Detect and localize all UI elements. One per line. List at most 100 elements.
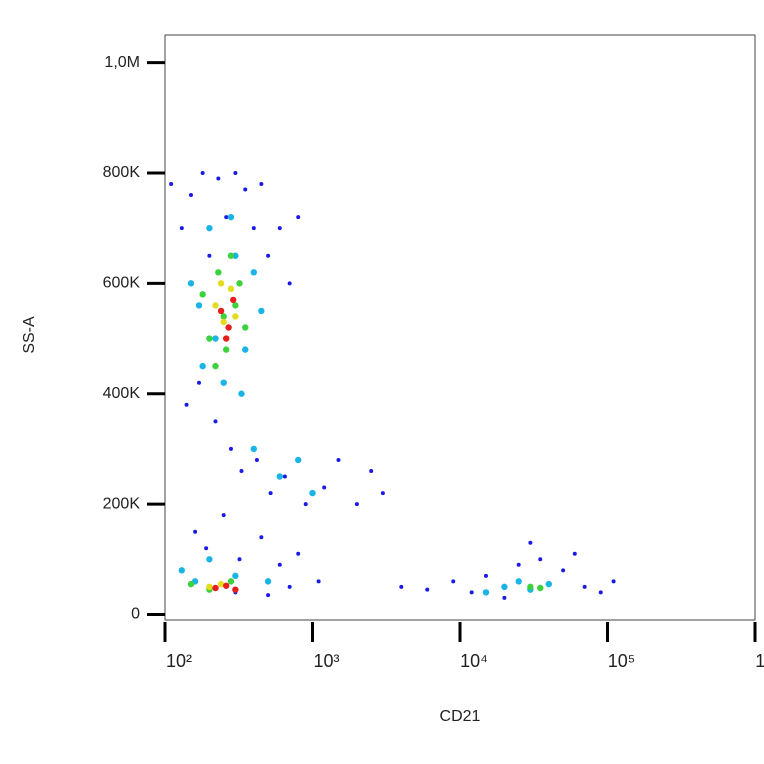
point [250,269,258,276]
point [287,281,292,286]
x-tick-label: 10⁴ [460,651,488,671]
x-tick-label: 10⁵ [608,651,635,671]
point [178,567,186,574]
x-tick-label: 10⁶ [755,651,764,671]
point [276,473,283,480]
point [296,215,301,220]
point [296,551,301,556]
point [380,491,385,496]
point [287,584,292,589]
point [238,390,245,397]
point [242,324,249,331]
point [282,474,287,479]
point [322,485,327,490]
point [206,335,213,342]
x-tick-label: 10³ [313,651,339,671]
point [212,302,219,309]
point [316,579,321,584]
point [220,313,227,320]
point [227,252,235,259]
point [223,582,230,589]
x-axis-title: CD21 [440,708,481,725]
point [528,540,533,545]
point [502,595,507,600]
x-tick-label: 10² [166,651,192,671]
point [309,489,316,497]
point [264,578,272,585]
point [227,213,235,221]
point [217,280,225,287]
point [258,307,265,315]
point [206,583,213,591]
point [232,302,239,309]
point [369,468,374,473]
point [483,573,488,578]
point [233,170,238,175]
point [237,557,242,562]
point [206,556,213,563]
point [215,269,222,276]
point [527,583,534,591]
point [236,280,243,287]
point [232,586,239,593]
point [220,318,227,326]
point [188,193,193,198]
point [230,296,237,304]
point [582,584,587,589]
point [193,529,198,534]
point [217,580,225,588]
point [561,568,566,573]
point [223,335,230,342]
point [207,253,212,258]
y-tick-label: 1,0M [104,54,140,71]
point [277,562,282,567]
y-tick-label: 800K [103,164,141,181]
point [537,584,544,592]
point [232,313,239,320]
point [259,535,264,540]
point [200,170,205,175]
point [212,584,219,592]
point [184,402,189,407]
point [266,253,271,258]
point [277,226,282,231]
point [354,502,359,507]
point [399,584,404,589]
point [217,307,225,315]
point [227,578,235,585]
point [225,324,232,331]
y-axis-title: SS-A [21,316,38,354]
point [212,362,219,370]
point [268,491,273,496]
point [239,468,244,473]
point [220,379,227,386]
point [425,587,430,592]
point [196,380,201,385]
point [224,215,229,220]
point [232,252,239,259]
point [336,457,341,462]
point [611,579,616,584]
point [538,557,543,562]
point [206,224,213,232]
point [254,457,259,462]
point [227,285,235,293]
plot-frame [164,34,756,621]
point [266,593,271,598]
point [250,445,258,453]
point [469,590,474,595]
point [216,176,221,181]
point [251,226,256,231]
point [212,335,219,342]
point [295,456,302,464]
point [243,187,248,192]
y-tick-label: 200K [103,495,141,512]
point [572,551,577,556]
point [213,419,218,424]
point [187,580,195,588]
point [179,226,184,231]
point [598,590,603,595]
point [204,546,209,551]
point [195,302,203,309]
